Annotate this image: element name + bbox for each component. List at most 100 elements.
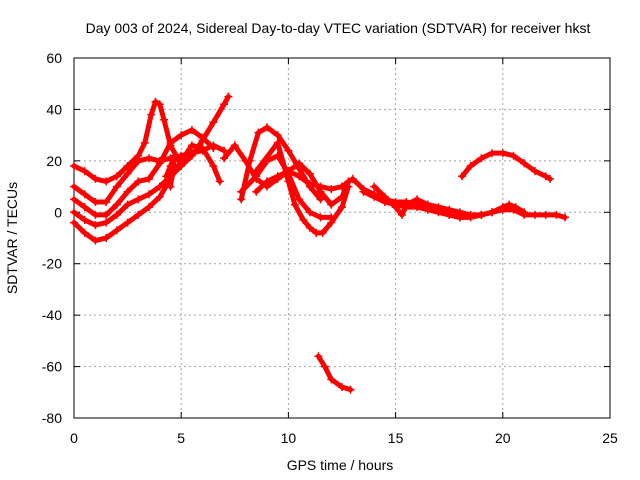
data-point: [102, 218, 111, 227]
data-marks: [70, 92, 569, 394]
data-point: [134, 210, 143, 219]
y-tick-labels: -80 -60 -40 -20 0 20 40 60: [42, 50, 62, 426]
data-point: [112, 172, 121, 181]
x-tick-label: 15: [388, 430, 404, 446]
axis-ticks: [73, 57, 611, 419]
data-point: [338, 203, 346, 212]
data-point: [370, 182, 379, 191]
data-point: [305, 223, 314, 232]
data-point: [70, 218, 78, 227]
data-point: [102, 198, 111, 206]
data-point: [112, 210, 121, 219]
data-point: [224, 92, 233, 101]
series-track-c: [70, 126, 218, 219]
data-point: [160, 115, 169, 124]
series-track-l: [314, 352, 355, 394]
data-point: [155, 192, 164, 201]
data-point: [151, 97, 160, 106]
data-point: [123, 200, 132, 209]
data-point: [413, 195, 422, 204]
data-point: [187, 126, 196, 134]
data-point: [305, 169, 314, 178]
data-point: [254, 128, 263, 137]
data-point: [338, 192, 346, 201]
data-point: [338, 383, 346, 392]
data-point: [295, 159, 304, 168]
data-point: [327, 218, 336, 227]
y-tick-label: -80: [42, 410, 62, 426]
data-point: [398, 210, 407, 219]
data-point: [123, 169, 132, 178]
data-point: [80, 167, 89, 176]
data-point: [348, 174, 357, 183]
data-point: [316, 213, 325, 222]
data-point: [305, 208, 314, 217]
data-point: [237, 195, 246, 204]
data-point: [198, 144, 207, 152]
data-point: [346, 385, 355, 394]
data-point: [162, 172, 171, 181]
data-point: [91, 198, 100, 206]
data-point: [245, 156, 254, 165]
x-axis-label: GPS time / hours: [287, 457, 394, 473]
x-tick-labels: 0 5 10 15 20 25: [70, 430, 618, 446]
series-track-a: [70, 97, 184, 186]
data-point: [284, 167, 293, 176]
data-point: [284, 146, 293, 155]
y-tick-label: -20: [42, 256, 62, 272]
data-point: [423, 200, 432, 209]
data-point: [102, 234, 111, 242]
data-point: [70, 162, 78, 170]
data-point: [488, 149, 497, 158]
data-point: [209, 118, 218, 127]
data-point: [316, 195, 325, 204]
data-point: [314, 352, 323, 361]
data-point: [413, 203, 422, 212]
series-line: [315, 353, 354, 393]
data-point: [112, 200, 121, 209]
series-track-k: [252, 159, 353, 209]
data-point: [380, 192, 389, 201]
data-point: [305, 182, 314, 191]
data-point: [209, 162, 218, 170]
y-tick-label: 0: [54, 204, 62, 220]
data-point: [520, 208, 529, 217]
data-point: [198, 136, 207, 145]
data-point: [458, 172, 467, 181]
y-tick-label: 40: [46, 101, 62, 117]
data-point: [520, 159, 529, 168]
data-point: [80, 228, 89, 237]
y-tick-label: -60: [42, 359, 62, 375]
data-point: [70, 208, 78, 217]
data-point: [177, 131, 186, 140]
data-point: [262, 177, 271, 186]
series-line: [71, 99, 182, 184]
data-point: [147, 110, 156, 119]
data-point: [102, 177, 111, 186]
data-point: [187, 151, 196, 160]
data-point: [166, 162, 175, 170]
data-point: [123, 187, 132, 196]
data-point: [91, 236, 100, 245]
data-point: [134, 177, 143, 186]
data-point: [145, 203, 154, 212]
data-point: [140, 138, 149, 147]
data-point: [545, 174, 554, 183]
data-point: [338, 182, 346, 191]
data-point: [498, 149, 507, 158]
data-point: [541, 172, 550, 181]
data-point: [123, 162, 132, 170]
data-point: [102, 210, 111, 219]
data-point: [511, 203, 520, 212]
data-point: [220, 146, 229, 155]
data-point: [262, 123, 271, 132]
data-point: [91, 210, 100, 219]
series-track-f: [162, 151, 179, 191]
data-point: [290, 200, 299, 209]
y-tick-label: 60: [46, 50, 62, 66]
data-point: [327, 185, 336, 194]
data-point: [320, 362, 329, 371]
series-track-p: [458, 149, 554, 183]
x-tick-label: 25: [602, 430, 618, 446]
